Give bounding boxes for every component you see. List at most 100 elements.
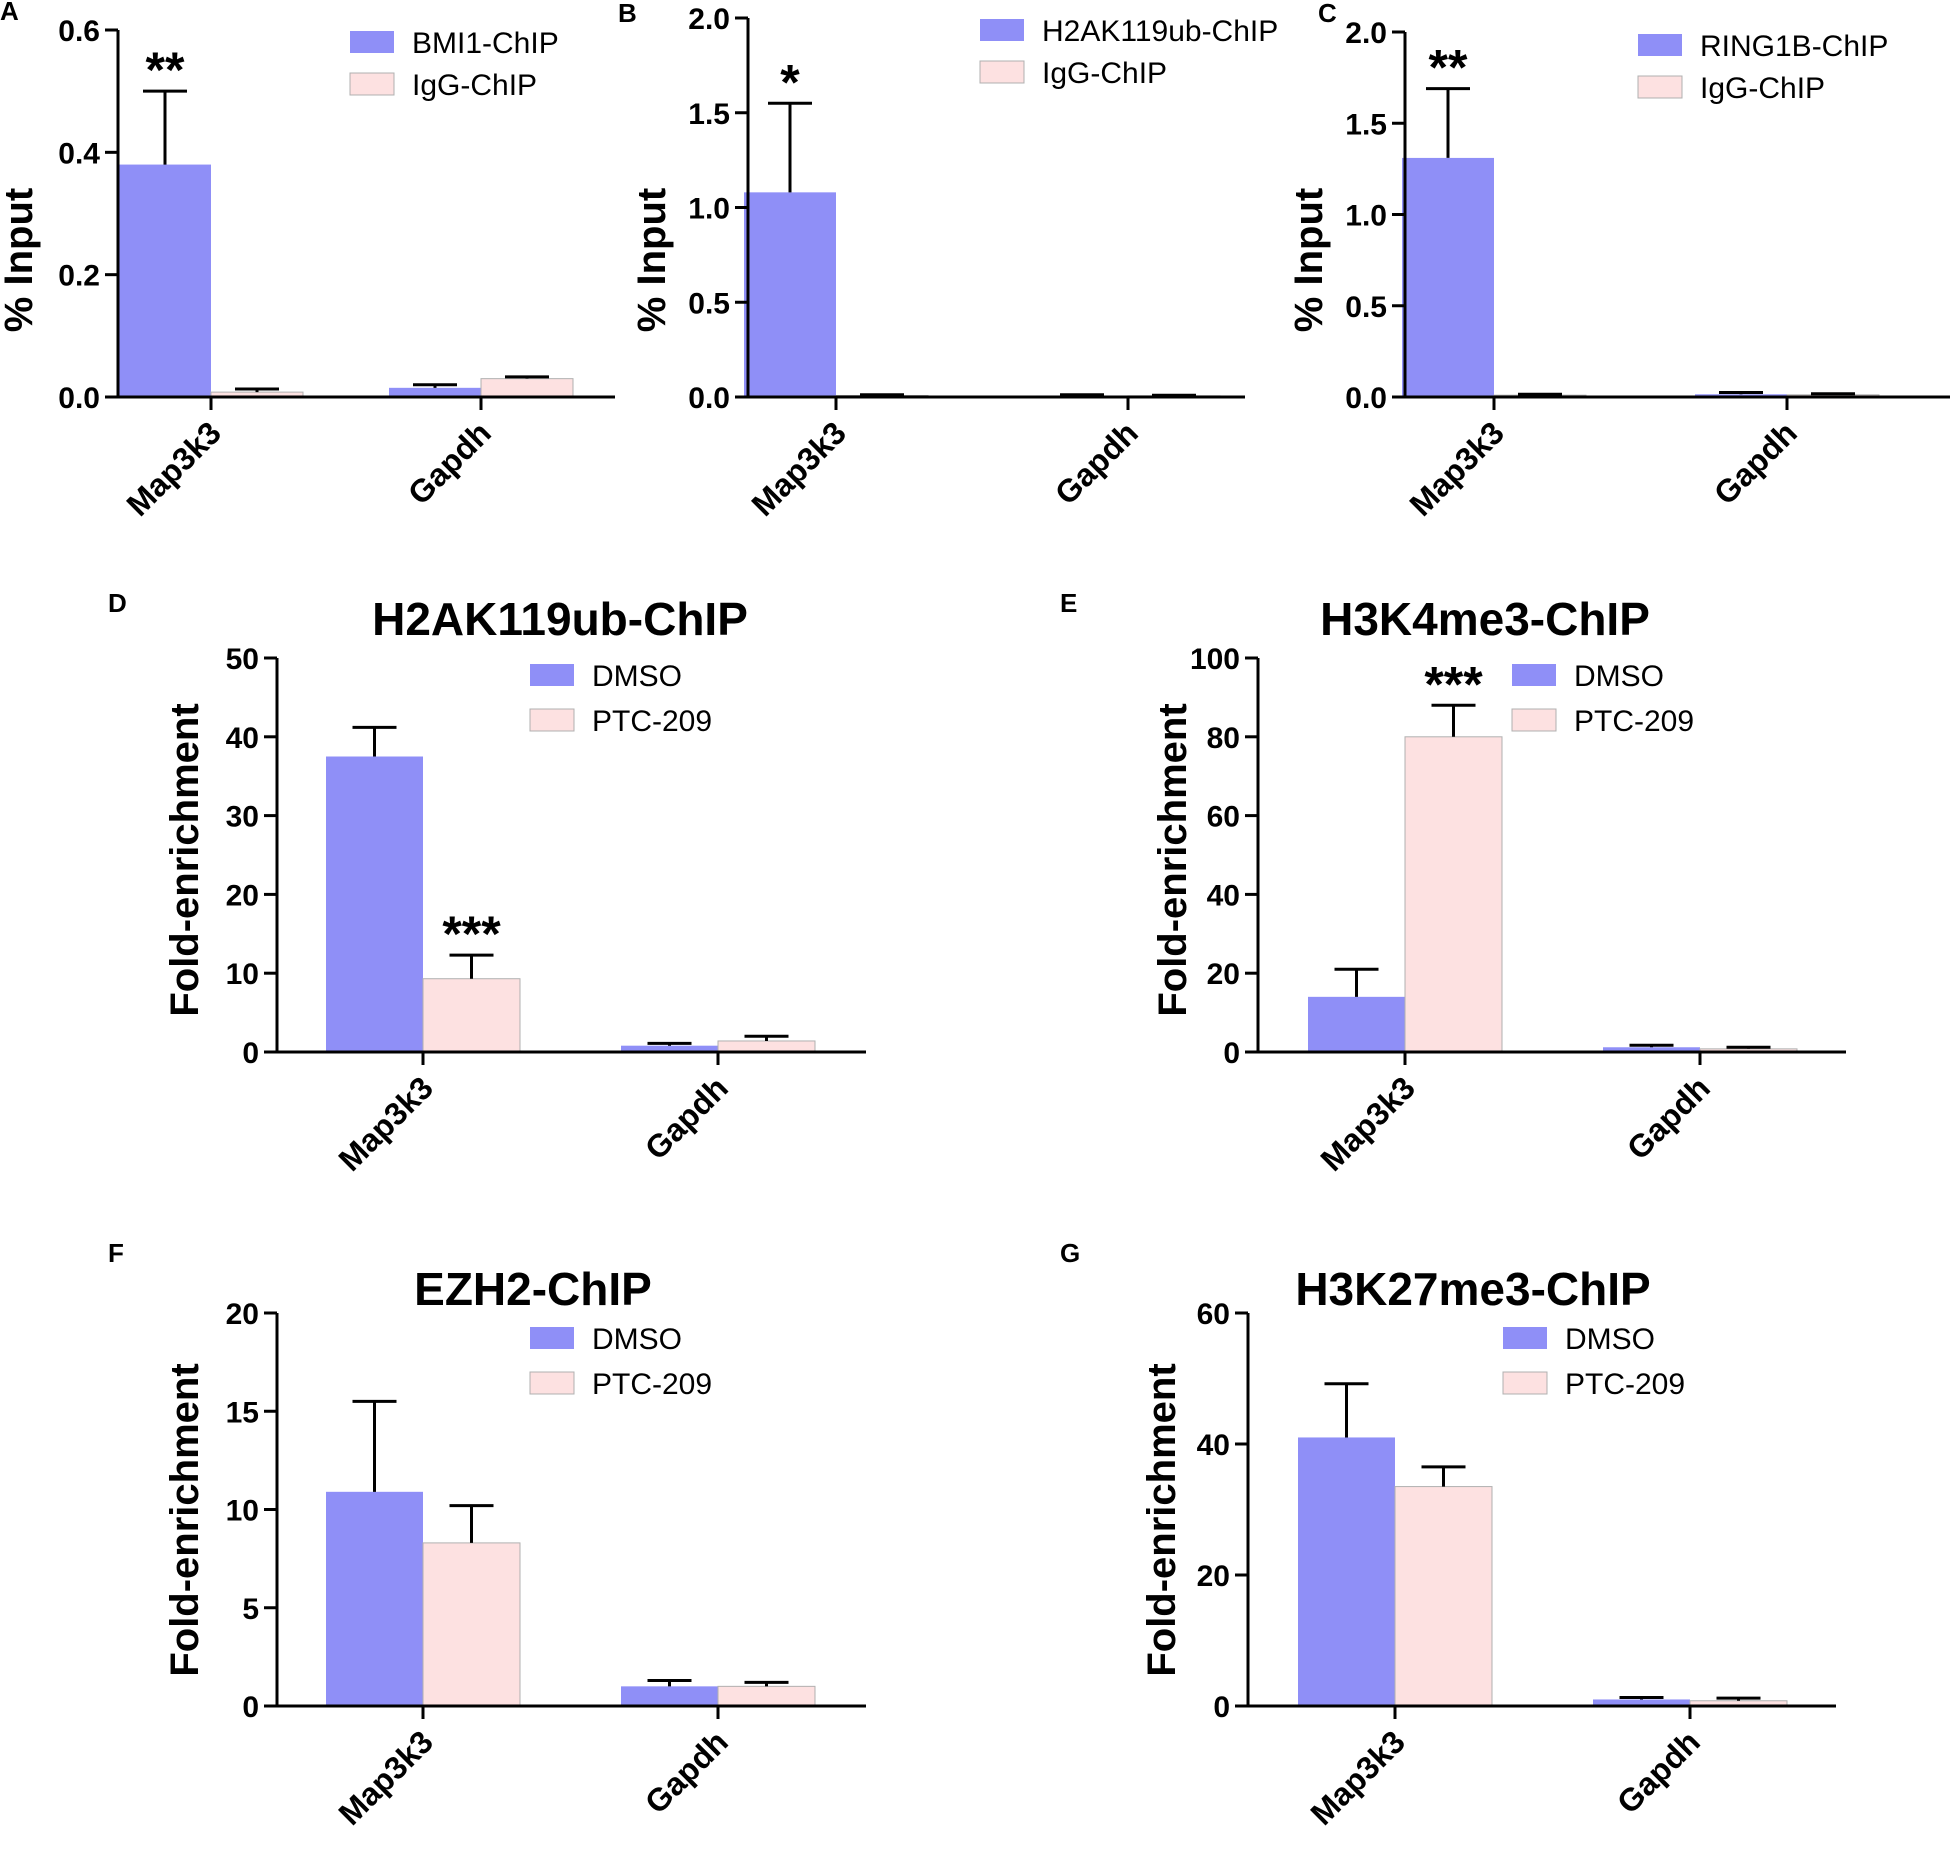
y-tick-label: 40 xyxy=(226,722,259,755)
legend-swatch xyxy=(530,664,574,686)
legend-label: DMSO xyxy=(1565,1323,1655,1356)
y-tick-label: 40 xyxy=(1197,1429,1230,1462)
bar-series-a-gapdh xyxy=(1593,1699,1690,1706)
y-tick-label: 0.0 xyxy=(1345,382,1387,415)
error-bar xyxy=(449,953,494,979)
x-tick-label-gapdh: Gapdh xyxy=(638,1069,735,1166)
x-tick-label-gapdh: Gapdh xyxy=(638,1723,735,1820)
legend-swatch xyxy=(980,19,1024,41)
error-bar xyxy=(1518,392,1562,396)
panel-letter: G xyxy=(1060,1238,1080,1268)
bar-series-a-gapdh xyxy=(389,387,481,397)
legend-swatch xyxy=(1512,664,1556,686)
y-axis-label: % Input xyxy=(0,188,41,332)
legend-swatch xyxy=(529,1371,575,1395)
legend-label: PTC-209 xyxy=(592,1368,712,1401)
y-tick-label: 1.0 xyxy=(688,193,730,226)
error-bar xyxy=(235,387,279,393)
bar-series-a-map3k3 xyxy=(326,1491,423,1706)
legend-label: PTC-209 xyxy=(1574,705,1694,738)
y-tick-label: 60 xyxy=(1207,801,1240,834)
y-tick-label: 0.4 xyxy=(58,137,100,170)
x-tick-label-map3k3: Map3k3 xyxy=(1402,414,1510,522)
error-bar xyxy=(1629,1043,1674,1048)
legend-swatch xyxy=(1637,75,1683,99)
y-tick-label: 0.5 xyxy=(688,287,730,320)
error-bar xyxy=(647,1041,692,1046)
x-tick-label-gapdh: Gapdh xyxy=(1707,414,1804,511)
bar-series-b-map3k3 xyxy=(422,978,521,1053)
panel-letter: C xyxy=(1318,0,1337,28)
error-bar xyxy=(352,1399,397,1492)
panel-g: G H3K27me3-ChIP Fold-enrichment 0 20 40 60 Map3… xyxy=(1060,1238,1836,1832)
significance-marker: ** xyxy=(1429,40,1468,96)
y-axis-label: Fold-enrichment xyxy=(1140,1363,1184,1676)
y-tick-label: 0.0 xyxy=(58,382,100,415)
y-tick-label: 0 xyxy=(1223,1037,1240,1070)
legend-swatch xyxy=(349,72,395,96)
panel-letter: A xyxy=(0,0,19,26)
y-tick-label: 80 xyxy=(1207,722,1240,755)
error-bar xyxy=(1726,1045,1771,1049)
panel-c: C % Input 0.0 0.5 1.0 1.5 2.0 Map3k3 Gapdh ** RING… xyxy=(1287,0,1950,523)
y-tick-label: 60 xyxy=(1197,1298,1230,1331)
y-axis-label: Fold-enrichment xyxy=(1151,703,1195,1016)
panel-b: B % Input 0.0 0.5 1.0 1.5 2.0 Map3k3 Gapdh * H2AK1… xyxy=(618,0,1278,523)
legend-label: DMSO xyxy=(1574,660,1664,693)
error-bar xyxy=(1619,1695,1664,1700)
legend-label: BMI1-ChIP xyxy=(412,27,559,60)
error-bar xyxy=(744,1680,789,1687)
y-tick-label: 50 xyxy=(226,643,259,676)
legend-swatch xyxy=(1638,34,1682,56)
y-tick-label: 0.6 xyxy=(58,15,100,48)
error-bar xyxy=(1716,1696,1761,1701)
y-axis-label: % Input xyxy=(1287,188,1331,332)
bar-series-b-map3k3 xyxy=(1394,1486,1493,1707)
y-tick-label: 30 xyxy=(226,801,259,834)
bar-series-b-gapdh xyxy=(480,378,574,398)
y-tick-label: 40 xyxy=(1207,879,1240,912)
significance-marker: * xyxy=(780,54,800,110)
y-tick-label: 0 xyxy=(242,1691,259,1724)
panel-letter: E xyxy=(1060,588,1077,618)
error-bar xyxy=(413,383,457,388)
y-tick-label: 1.5 xyxy=(688,98,730,131)
panel-letter: B xyxy=(618,0,637,28)
legend-label: IgG-ChIP xyxy=(1042,57,1167,90)
significance-marker: *** xyxy=(1424,656,1483,712)
error-bar xyxy=(143,89,187,165)
bar-series-a-map3k3 xyxy=(744,192,836,397)
bar-series-a-map3k3 xyxy=(326,756,423,1052)
bar-series-a-map3k3 xyxy=(1402,157,1494,397)
chart-title: H3K27me3-ChIP xyxy=(1295,1263,1650,1315)
y-axis-label: % Input xyxy=(630,188,674,332)
legend-label: RING1B-ChIP xyxy=(1700,30,1888,63)
y-tick-label: 2.0 xyxy=(688,3,730,36)
panel-letter: F xyxy=(108,1238,124,1268)
bar-series-a-gapdh xyxy=(621,1686,718,1706)
error-bar xyxy=(1719,390,1763,395)
panel-a: A % Input 0.0 0.2 0.4 0.6 Map3k3 Gapdh ** BMI1-Ch… xyxy=(0,0,615,523)
legend-swatch xyxy=(1502,1371,1548,1395)
panel-f: F EZH2-ChIP Fold-enrichment 0 5 10 15 20 Map3k3 G… xyxy=(108,1238,866,1832)
error-bar xyxy=(1334,967,1379,997)
error-bar xyxy=(1811,392,1855,396)
y-tick-label: 20 xyxy=(226,1298,259,1331)
y-tick-label: 20 xyxy=(1197,1560,1230,1593)
bar-series-b-gapdh xyxy=(717,1685,816,1707)
x-tick-label-gapdh: Gapdh xyxy=(1048,414,1145,511)
chart-title: H2AK119ub-ChIP xyxy=(372,593,748,645)
error-bar xyxy=(768,101,812,193)
legend-label: PTC-209 xyxy=(592,705,712,738)
significance-marker: *** xyxy=(442,906,501,962)
legend-swatch xyxy=(979,60,1025,84)
y-tick-label: 15 xyxy=(226,1396,259,1429)
x-tick-label-map3k3: Map3k3 xyxy=(119,414,227,522)
error-bar xyxy=(1421,1465,1466,1487)
x-tick-label-gapdh: Gapdh xyxy=(1610,1723,1707,1820)
error-bar xyxy=(1324,1382,1369,1438)
legend-label: DMSO xyxy=(592,1323,682,1356)
y-tick-label: 10 xyxy=(226,1495,259,1528)
legend-label: PTC-209 xyxy=(1565,1368,1685,1401)
panel-d: D H2AK119ub-ChIP Fold-enrichment 0 10 20 30 40 5… xyxy=(108,588,866,1178)
